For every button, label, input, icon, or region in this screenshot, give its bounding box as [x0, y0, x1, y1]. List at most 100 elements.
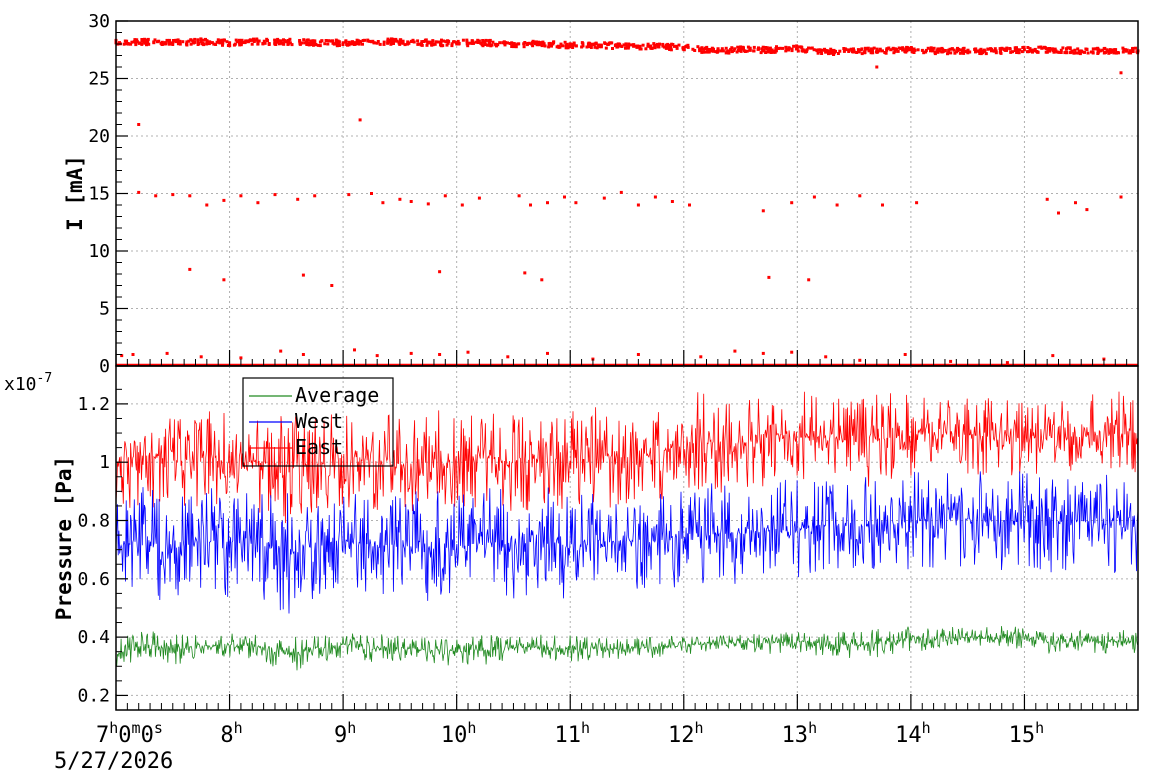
current-point — [984, 52, 988, 56]
current-point — [152, 41, 156, 45]
current-point — [416, 39, 420, 43]
current-point — [597, 43, 601, 47]
current-point — [477, 39, 481, 43]
current-point — [932, 46, 936, 50]
current-y-tick-label: 5 — [99, 299, 110, 320]
legend-label-average: Average — [295, 383, 379, 407]
current-point — [761, 209, 765, 213]
current-point — [440, 38, 443, 42]
current-point — [239, 43, 243, 47]
current-point — [535, 43, 539, 47]
legend-label-east: East — [295, 435, 343, 459]
current-point — [484, 38, 488, 42]
current-point — [931, 49, 935, 53]
current-point — [471, 40, 475, 44]
current-point — [624, 46, 627, 50]
current-point — [906, 46, 909, 50]
current-point — [1035, 50, 1039, 54]
current-point — [552, 40, 556, 44]
current-point — [273, 193, 277, 197]
current-point — [389, 42, 393, 46]
pressure-y-tick-label: 0.8 — [77, 511, 110, 532]
current-point — [641, 43, 645, 47]
current-point — [665, 46, 669, 50]
current-y-tick-label: 0 — [99, 356, 110, 377]
current-point — [439, 41, 443, 45]
current-point — [613, 44, 617, 48]
current-point — [1094, 47, 1098, 51]
current-point — [1061, 46, 1065, 50]
current-point — [881, 203, 884, 207]
current-point — [702, 47, 705, 51]
current-point — [1047, 48, 1051, 52]
current-point — [302, 38, 306, 42]
current-point — [842, 47, 846, 50]
current-point — [363, 38, 366, 42]
current-point — [929, 46, 933, 50]
current-point — [330, 284, 334, 287]
current-point — [901, 46, 905, 50]
current-point — [246, 39, 250, 43]
current-point — [543, 44, 547, 48]
current-point — [909, 48, 913, 52]
current-point — [662, 45, 666, 49]
current-point — [1009, 50, 1013, 54]
current-point — [361, 42, 364, 46]
current-point — [727, 51, 731, 55]
current-point — [1059, 48, 1063, 52]
current-point — [523, 271, 527, 275]
time-tick-label: 7h0m0s — [96, 719, 163, 748]
current-point — [390, 40, 394, 44]
current-point — [344, 39, 348, 43]
current-point — [748, 46, 752, 50]
current-point — [1114, 48, 1118, 52]
current-point — [871, 51, 875, 55]
current-point — [1026, 46, 1030, 49]
current-point — [378, 42, 382, 46]
current-point — [852, 47, 855, 51]
current-point — [511, 42, 515, 46]
current-point — [398, 40, 402, 44]
current-point — [550, 44, 553, 48]
current-point — [540, 42, 544, 46]
current-point — [210, 41, 214, 45]
current-point — [556, 44, 560, 48]
current-point — [551, 42, 555, 46]
current-point — [133, 38, 137, 42]
current-point — [489, 44, 493, 48]
current-point — [327, 39, 331, 43]
current-point — [171, 193, 175, 197]
current-point — [623, 43, 627, 47]
current-point — [842, 49, 846, 53]
current-point — [314, 42, 318, 46]
current-point — [129, 42, 133, 46]
current-point — [265, 39, 269, 42]
current-point — [252, 40, 256, 43]
current-point — [168, 38, 171, 42]
current-point — [809, 46, 813, 50]
current-point — [885, 48, 889, 52]
current-point — [1131, 50, 1135, 53]
current-point — [792, 44, 796, 48]
pressure-lines — [115, 391, 1139, 671]
current-point — [176, 38, 180, 42]
current-point — [1059, 51, 1063, 54]
current-point — [559, 42, 563, 46]
current-point — [752, 49, 756, 53]
current-point — [438, 270, 442, 274]
current-point — [670, 200, 674, 203]
current-point — [1091, 47, 1095, 51]
current-point — [1051, 48, 1055, 52]
current-point — [284, 40, 288, 44]
current-point — [1005, 46, 1009, 50]
current-point — [235, 40, 239, 44]
current-point — [137, 190, 141, 194]
current-point — [916, 48, 920, 52]
current-point — [858, 358, 862, 362]
current-point — [1070, 49, 1074, 53]
current-point — [406, 41, 410, 45]
current-point — [1079, 49, 1083, 53]
current-point — [729, 47, 733, 51]
current-point — [437, 40, 440, 44]
current-point — [335, 44, 339, 48]
